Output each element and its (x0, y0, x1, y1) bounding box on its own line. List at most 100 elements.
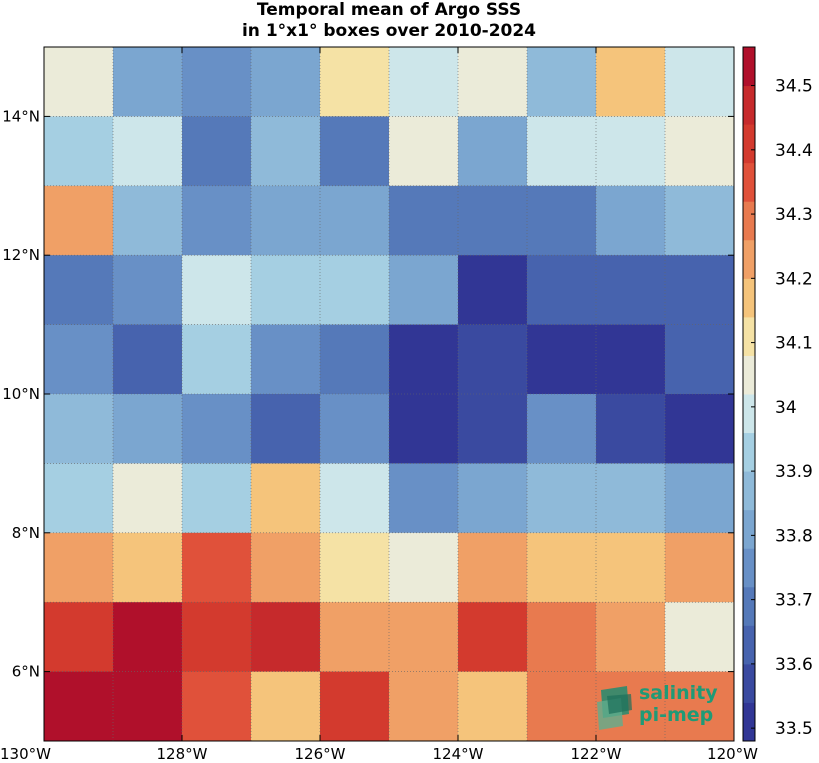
heatmap-cell (389, 116, 459, 187)
heatmap-cell (182, 394, 252, 464)
heatmap-cell (527, 255, 597, 326)
heatmap-cell (596, 185, 666, 256)
heatmap-cell (389, 255, 459, 326)
y-tick-label: 10°N (2, 385, 40, 403)
x-tick-label: 128°W (157, 745, 208, 763)
heatmap-cell (458, 116, 528, 187)
heatmap-cell (458, 671, 528, 742)
heatmap-cell (182, 47, 252, 117)
colorbar-segment (743, 355, 755, 395)
colorbar-segment (743, 316, 755, 356)
heatmap-cell (320, 463, 390, 534)
heatmap-cell (527, 532, 597, 603)
heatmap-cell (44, 47, 114, 117)
heatmap-cell (320, 532, 390, 603)
logo-text-line-2: pi-mep (639, 704, 714, 726)
heatmap-cell (44, 185, 114, 256)
heatmap-cell (251, 324, 321, 395)
colorbar-segment (743, 471, 755, 511)
colorbar-tick-label: 33.8 (775, 526, 813, 546)
heatmap-cell (596, 532, 666, 603)
colorbar-tick-label: 33.9 (775, 462, 813, 482)
heatmap-cell (113, 394, 183, 464)
heatmap-cell (44, 394, 114, 464)
heatmap-cell (665, 532, 735, 603)
colorbar-segment (743, 47, 755, 87)
heatmap-cell (44, 602, 114, 673)
colorbar-segment (743, 201, 755, 241)
logo-icon (597, 686, 632, 730)
heatmap-cell (251, 602, 321, 673)
heatmap-cell (389, 671, 459, 742)
heatmap-cell (113, 116, 183, 187)
heatmap-cell (182, 532, 252, 603)
heatmap-cell (320, 255, 390, 326)
heatmap-cell (458, 47, 528, 117)
heatmap-cell (44, 463, 114, 534)
heatmap-cell (458, 532, 528, 603)
heatmap-cell (320, 185, 390, 256)
colorbar-segment (743, 509, 755, 549)
heatmap-cell (458, 255, 528, 326)
heatmap-cell (665, 324, 735, 395)
heatmap-cell (113, 255, 183, 326)
colorbar-segment (743, 239, 755, 279)
heatmap-cell (182, 185, 252, 256)
heatmap-cell (320, 324, 390, 395)
heatmap-cell (113, 671, 183, 742)
heatmap-cells (44, 47, 735, 742)
heatmap-cell (113, 532, 183, 603)
heatmap-cell (113, 602, 183, 673)
heatmap-cell (527, 463, 597, 534)
y-tick-label: 12°N (2, 246, 40, 264)
heatmap-cell (665, 463, 735, 534)
heatmap-cell (44, 532, 114, 603)
heatmap-cell (320, 671, 390, 742)
heatmap-cell (251, 671, 321, 742)
colorbar-tick-label: 34.4 (775, 141, 813, 161)
heatmap-cell (389, 463, 459, 534)
heatmap-cell (596, 394, 666, 464)
heatmap-cell (251, 394, 321, 464)
heatmap-cell (320, 47, 390, 117)
x-tick-label: 126°W (295, 745, 346, 763)
heatmap-cell (251, 255, 321, 326)
heatmap-cell (182, 116, 252, 187)
heatmap-cell (458, 463, 528, 534)
heatmap-cell (182, 255, 252, 326)
heatmap-cell (527, 394, 597, 464)
heatmap-cell (113, 185, 183, 256)
colorbar-tick-label: 34.1 (775, 334, 813, 354)
colorbar-frame (742, 46, 756, 742)
heatmap-cell (596, 255, 666, 326)
heatmap-cell (182, 671, 252, 742)
heatmap-cell (389, 394, 459, 464)
x-axis: 130°W 128°W 126°W 124°W 122°W 120°W (0, 47, 758, 763)
logo-text-line-1: salinity (639, 682, 718, 704)
colorbar-tick-label: 33.5 (775, 719, 813, 739)
heatmap-cell (251, 185, 321, 256)
y-tick-label: 6°N (12, 663, 40, 681)
heatmap-cell (665, 255, 735, 326)
colorbar-segment (743, 124, 755, 164)
y-tick-label: 14°N (2, 107, 40, 125)
y-axis: 14°N 12°N 10°N 8°N 6°N (2, 107, 734, 681)
heatmap-cell (389, 532, 459, 603)
heatmap-cell (458, 324, 528, 395)
heatmap-cell (320, 116, 390, 187)
heatmap-cell (389, 602, 459, 673)
heatmap-cell (665, 47, 735, 117)
heatmap-cell (113, 463, 183, 534)
colorbar-tick-label: 34 (775, 398, 797, 418)
colorbar-segment (743, 586, 755, 626)
heatmap-cell (44, 671, 114, 742)
heatmap-cell (458, 185, 528, 256)
heatmap-cell (251, 116, 321, 187)
heatmap-cell (596, 463, 666, 534)
heatmap-cell (527, 185, 597, 256)
heatmap-cell (596, 116, 666, 187)
heatmap-cell (389, 185, 459, 256)
heatmap-cell (665, 671, 735, 742)
colorbar-segment (743, 162, 755, 202)
